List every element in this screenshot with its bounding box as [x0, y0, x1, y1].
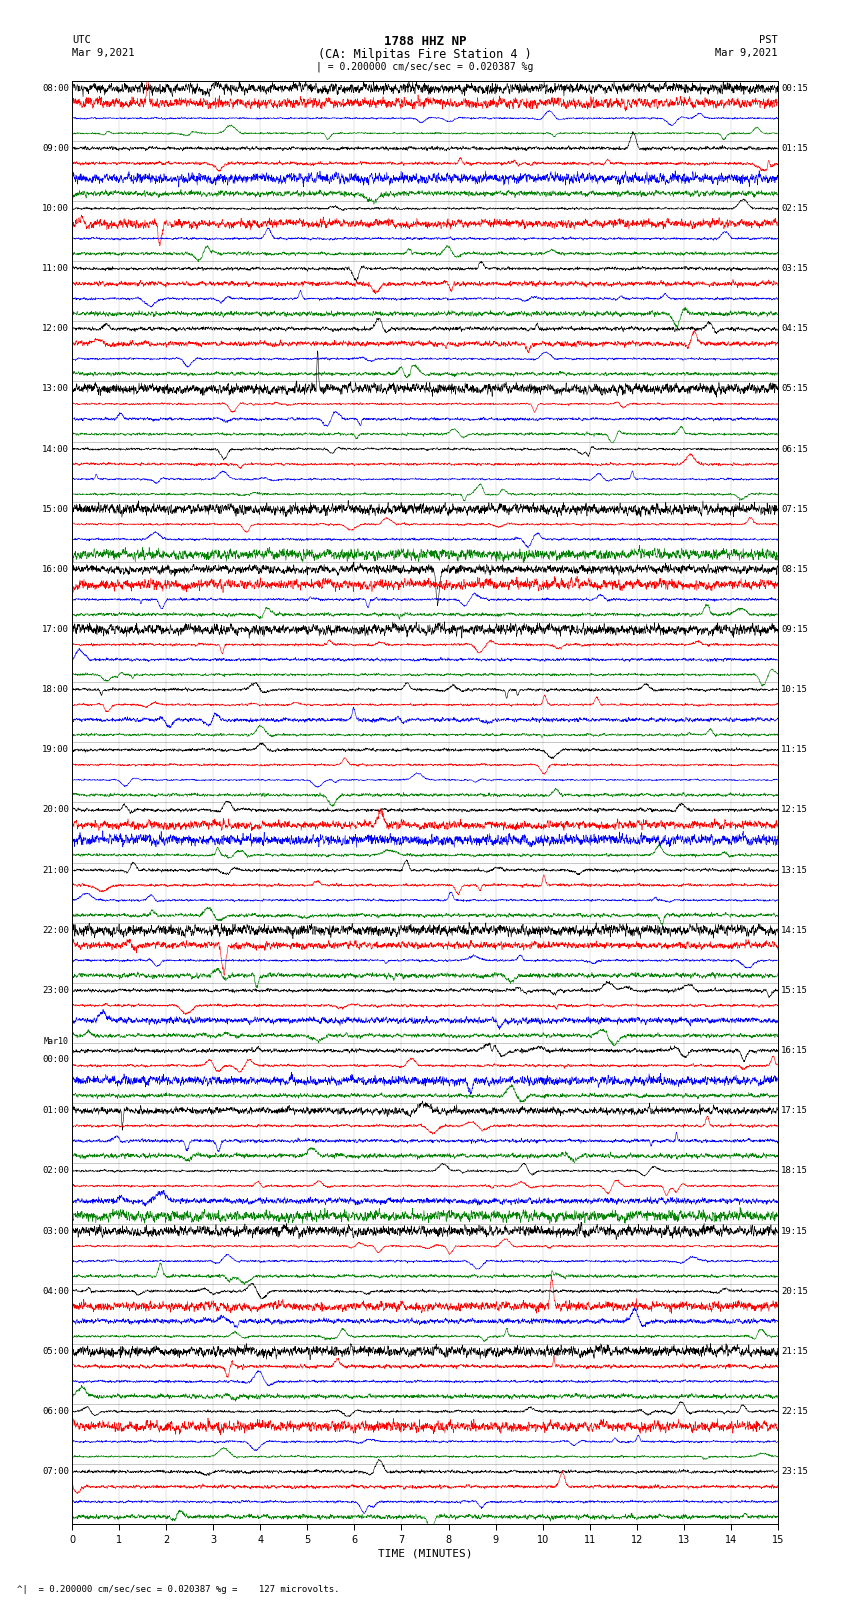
Text: 01:15: 01:15: [781, 144, 808, 153]
Text: 16:00: 16:00: [42, 565, 69, 574]
Text: 07:00: 07:00: [42, 1468, 69, 1476]
Text: 09:00: 09:00: [42, 144, 69, 153]
Text: 03:00: 03:00: [42, 1226, 69, 1236]
Text: 10:00: 10:00: [42, 203, 69, 213]
Text: ^|  = 0.200000 cm/sec/sec = 0.020387 %g =    127 microvolts.: ^| = 0.200000 cm/sec/sec = 0.020387 %g =…: [17, 1584, 339, 1594]
Text: 1788 HHZ NP: 1788 HHZ NP: [383, 35, 467, 48]
Text: PST: PST: [759, 35, 778, 45]
Text: 12:15: 12:15: [781, 805, 808, 815]
Text: 15:15: 15:15: [781, 986, 808, 995]
Text: 12:00: 12:00: [42, 324, 69, 334]
Text: UTC: UTC: [72, 35, 91, 45]
Text: 23:00: 23:00: [42, 986, 69, 995]
X-axis label: TIME (MINUTES): TIME (MINUTES): [377, 1548, 473, 1558]
Text: 13:15: 13:15: [781, 866, 808, 874]
Text: 17:00: 17:00: [42, 624, 69, 634]
Text: 13:00: 13:00: [42, 384, 69, 394]
Text: 06:00: 06:00: [42, 1407, 69, 1416]
Text: 11:00: 11:00: [42, 265, 69, 273]
Text: 11:15: 11:15: [781, 745, 808, 755]
Text: 05:00: 05:00: [42, 1347, 69, 1357]
Text: 08:15: 08:15: [781, 565, 808, 574]
Text: 17:15: 17:15: [781, 1107, 808, 1115]
Text: 21:15: 21:15: [781, 1347, 808, 1357]
Text: 00:15: 00:15: [781, 84, 808, 92]
Text: 08:00: 08:00: [42, 84, 69, 92]
Text: 22:15: 22:15: [781, 1407, 808, 1416]
Text: 07:15: 07:15: [781, 505, 808, 513]
Text: 22:00: 22:00: [42, 926, 69, 936]
Text: 15:00: 15:00: [42, 505, 69, 513]
Text: 14:15: 14:15: [781, 926, 808, 936]
Text: 04:00: 04:00: [42, 1287, 69, 1295]
Text: Mar10: Mar10: [44, 1037, 69, 1045]
Text: 19:00: 19:00: [42, 745, 69, 755]
Text: 20:00: 20:00: [42, 805, 69, 815]
Text: Mar 9,2021: Mar 9,2021: [72, 48, 135, 58]
Text: 19:15: 19:15: [781, 1226, 808, 1236]
Text: 00:00: 00:00: [42, 1055, 69, 1065]
Text: 05:15: 05:15: [781, 384, 808, 394]
Text: | = 0.200000 cm/sec/sec = 0.020387 %g: | = 0.200000 cm/sec/sec = 0.020387 %g: [316, 61, 534, 73]
Text: 09:15: 09:15: [781, 624, 808, 634]
Text: 16:15: 16:15: [781, 1047, 808, 1055]
Text: (CA: Milpitas Fire Station 4 ): (CA: Milpitas Fire Station 4 ): [318, 48, 532, 61]
Text: 04:15: 04:15: [781, 324, 808, 334]
Text: 23:15: 23:15: [781, 1468, 808, 1476]
Text: Mar 9,2021: Mar 9,2021: [715, 48, 778, 58]
Text: 02:00: 02:00: [42, 1166, 69, 1176]
Text: 18:15: 18:15: [781, 1166, 808, 1176]
Text: 02:15: 02:15: [781, 203, 808, 213]
Text: 06:15: 06:15: [781, 445, 808, 453]
Text: 10:15: 10:15: [781, 686, 808, 694]
Text: 18:00: 18:00: [42, 686, 69, 694]
Text: 03:15: 03:15: [781, 265, 808, 273]
Text: 14:00: 14:00: [42, 445, 69, 453]
Text: 01:00: 01:00: [42, 1107, 69, 1115]
Text: 21:00: 21:00: [42, 866, 69, 874]
Text: 20:15: 20:15: [781, 1287, 808, 1295]
